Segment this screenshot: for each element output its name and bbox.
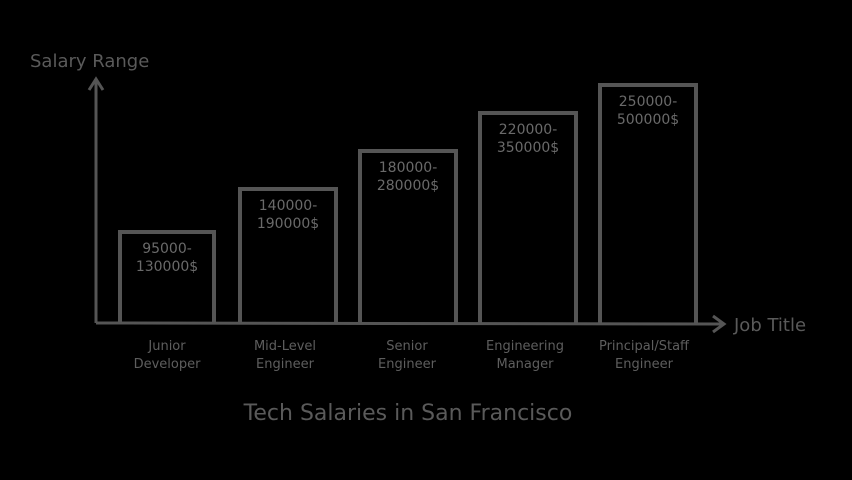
tick-line: Engineer	[378, 357, 436, 372]
chart-title: Tech Salaries in San Francisco	[243, 401, 573, 426]
tick-line: Manager	[496, 357, 554, 372]
tick-line: Engineer	[256, 357, 314, 372]
tick-line: Mid-Level	[253, 339, 317, 354]
bar-senior-engineer: 180000- 280000$	[358, 149, 458, 324]
bar-value-label: 180000- 280000$	[362, 159, 454, 195]
bar-value-min: 140000-	[258, 198, 318, 214]
x-axis-label: Job Title	[734, 315, 807, 336]
x-tick-label: Senior Engineer	[347, 338, 467, 374]
x-tick-label: Principal/Staff Engineer	[584, 338, 704, 374]
bar-value-min: 220000-	[498, 122, 558, 138]
tick-line: Principal/Staff	[598, 339, 690, 354]
y-axis-label: Salary Range	[30, 51, 150, 72]
x-tick-label: Junior Developer	[107, 338, 227, 374]
tick-line: Developer	[133, 357, 201, 372]
bar-value-max: 500000$	[616, 112, 680, 128]
bar-mid-level-engineer: 140000- 190000$	[238, 187, 338, 324]
x-tick-label: Engineering Manager	[465, 338, 585, 374]
bar-value-min: 95000-	[142, 241, 192, 257]
tick-line: Engineering	[486, 339, 564, 354]
bar-junior-developer: 95000- 130000$	[118, 230, 216, 324]
bar-value-max: 130000$	[135, 259, 199, 275]
bar-value-max: 280000$	[376, 178, 440, 194]
tick-line: Senior	[386, 339, 428, 354]
bar-value-label: 220000- 350000$	[482, 121, 574, 157]
bar-value-max: 190000$	[256, 216, 320, 232]
bar-engineering-manager: 220000- 350000$	[478, 111, 578, 324]
bar-value-min: 180000-	[378, 160, 438, 176]
x-axis-arrow-icon	[712, 314, 727, 334]
bar-principal-staff-engineer: 250000- 500000$	[598, 83, 698, 324]
bar-value-min: 250000-	[618, 94, 678, 110]
bar-value-label: 95000- 130000$	[122, 240, 212, 276]
bar-value-label: 140000- 190000$	[242, 197, 334, 233]
x-tick-label: Mid-Level Engineer	[225, 338, 345, 374]
bar-value-max: 350000$	[496, 140, 560, 156]
x-axis-line	[95, 321, 723, 326]
tick-line: Junior	[148, 339, 186, 354]
bar-value-label: 250000- 500000$	[602, 93, 694, 129]
y-axis-arrow-icon	[87, 76, 105, 91]
tick-line: Engineer	[615, 357, 673, 372]
